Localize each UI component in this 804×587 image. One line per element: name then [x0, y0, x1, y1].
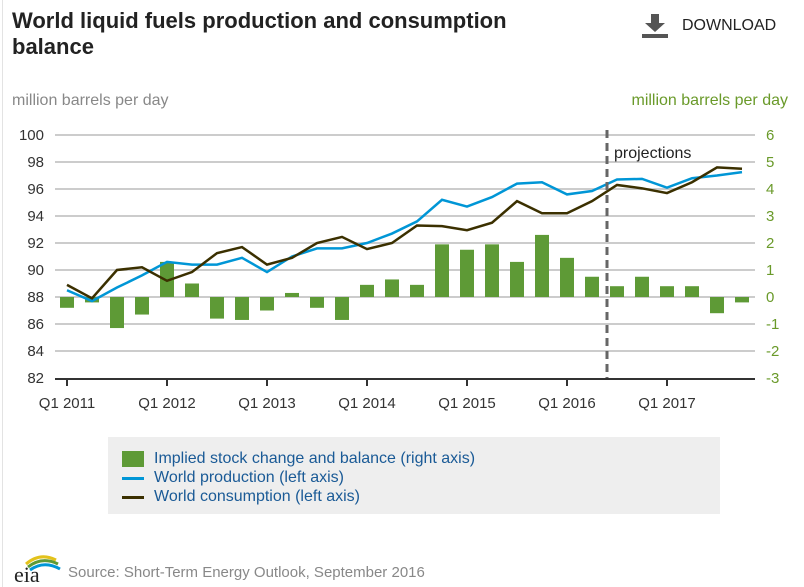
x-tick-label: Q1 2016 [538, 395, 596, 412]
chart-title: World liquid fuels production and consum… [12, 8, 507, 59]
bar-Q1-2011 [60, 297, 74, 308]
right-tick-label: 6 [766, 127, 774, 144]
bar-Q3-2012 [210, 297, 224, 319]
left-tick-label: 88 [27, 289, 44, 306]
legend-label: World consumption (left axis) [154, 488, 360, 505]
bar-Q1-2015 [460, 249, 474, 297]
bar-Q4-2017 [735, 297, 749, 303]
bar-Q2-2013 [285, 292, 299, 297]
download-button[interactable]: DOWNLOAD [642, 14, 776, 38]
bar-Q1-2014 [360, 284, 374, 297]
right-tick-label: -3 [766, 370, 779, 387]
bar-Q3-2016 [610, 286, 624, 297]
production-line [66, 170, 743, 303]
download-icon [642, 14, 668, 38]
bar-Q3-2011 [110, 297, 124, 329]
bar-Q2-2015 [485, 244, 499, 297]
left-tick-label: 94 [27, 208, 44, 225]
right-tick-label: 5 [766, 154, 774, 171]
right-tick-label: 1 [766, 262, 774, 279]
chart-plot: 100 98 96 94 92 90 88 86 84 82 6 5 4 3 2 1 0 -1 -2 -3 Q1 201… [19, 127, 779, 412]
bar-Q4-2014 [435, 244, 449, 297]
bar-Q1-2017 [660, 286, 674, 297]
right-tick-label: -1 [766, 316, 779, 333]
x-tick-label: Q1 2017 [638, 395, 696, 412]
left-tick-label: 82 [27, 370, 44, 387]
x-tick-label: Q1 2014 [338, 395, 396, 412]
legend-label: World production (left axis) [154, 469, 344, 486]
frame-border [2, 0, 3, 587]
legend-item-consumption: World consumption (left axis) [122, 488, 360, 506]
bar-Q1-2013 [260, 297, 274, 311]
download-label: DOWNLOAD [682, 17, 777, 34]
left-tick-label: 98 [27, 154, 44, 171]
legend-swatch-bar [122, 451, 144, 467]
bar-Q1-2016 [560, 257, 574, 297]
source-note: Source: Short-Term Energy Outlook, Septe… [68, 564, 425, 581]
bar-Q4-2016 [635, 276, 649, 297]
right-tick-label: -2 [766, 343, 779, 360]
projections-label: projections [614, 145, 691, 162]
consumption-line [66, 166, 743, 300]
x-tick-label: Q1 2011 [39, 395, 95, 412]
legend: Implied stock change and balance (right … [108, 437, 720, 514]
bar-Q2-2017 [685, 286, 699, 297]
right-tick-label: 2 [766, 235, 774, 252]
left-tick-label: 90 [27, 262, 44, 279]
bar-Q4-2011 [135, 297, 149, 315]
right-tick-label: 4 [766, 181, 774, 198]
left-tick-label: 96 [27, 181, 44, 198]
left-axis-title: million barrels per day [12, 92, 169, 109]
x-tick-label: Q1 2013 [238, 395, 296, 412]
svg-text:eia: eia [14, 562, 40, 584]
bar-Q4-2013 [335, 297, 349, 320]
bar-Q3-2013 [310, 297, 324, 308]
right-tick-label: 3 [766, 208, 774, 225]
left-tick-label: 100 [19, 127, 44, 144]
bar-Q3-2014 [410, 284, 424, 297]
left-tick-label: 84 [27, 343, 44, 360]
bar-Q2-2016 [585, 276, 599, 297]
right-tick-label: 0 [766, 289, 774, 306]
bar-Q3-2015 [510, 261, 524, 297]
left-tick-label: 86 [27, 316, 44, 333]
legend-label: Implied stock change and balance (right … [154, 450, 476, 467]
right-axis-title: million barrels per day [631, 92, 788, 109]
legend-item-stock-change: Implied stock change and balance (right … [122, 450, 475, 468]
bar-Q4-2015 [535, 234, 549, 297]
left-tick-label: 92 [27, 235, 44, 252]
legend-swatch-consumption [122, 495, 144, 499]
eia-logo: eia [14, 555, 61, 584]
bar-Q3-2017 [710, 297, 724, 314]
legend-swatch-production [122, 476, 144, 480]
x-tick-label: Q1 2012 [138, 395, 196, 412]
legend-item-production: World production (left axis) [122, 469, 344, 487]
bar-Q4-2012 [235, 297, 249, 320]
bar-Q2-2012 [185, 283, 199, 297]
bar-Q2-2014 [385, 279, 399, 297]
x-tick-label: Q1 2015 [438, 395, 496, 412]
